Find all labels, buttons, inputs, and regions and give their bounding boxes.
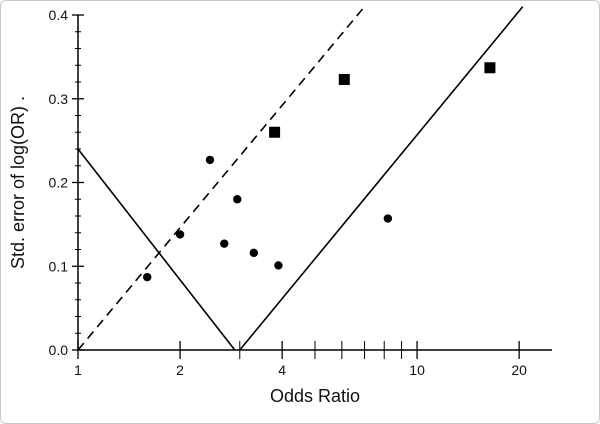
y-tick-label: 0.0: [49, 342, 69, 358]
circle-data-point: [205, 155, 215, 165]
x-axis-title: Odds Ratio: [270, 386, 360, 406]
x-tick-label: 1: [74, 362, 82, 378]
data-points: [143, 62, 496, 282]
circle-data-point: [249, 248, 259, 258]
circle-data-point: [383, 214, 393, 223]
x-tick-label: 20: [511, 362, 527, 378]
x-tick-label: 2: [176, 362, 184, 378]
axes: [77, 15, 552, 351]
y-tick-label: 0.3: [49, 91, 69, 107]
y-tick-label: 0.1: [49, 258, 69, 274]
circle-data-point: [143, 272, 152, 282]
y-tick-label: 0.2: [49, 175, 69, 191]
circle-data-point: [233, 195, 242, 204]
solid-reference-line: [239, 6, 524, 351]
solid-reference-line: [77, 148, 236, 351]
x-tick-label: 4: [278, 362, 286, 378]
circle-data-point: [220, 239, 229, 248]
circle-data-point: [274, 261, 283, 270]
dashed-reference-line: [77, 6, 366, 351]
reference-lines: [77, 6, 524, 351]
square-data-point: [484, 62, 496, 74]
ticks: 0.0 0.1 0.2 0.3 0.4 1 2 4 10 20: [49, 7, 528, 378]
square-data-point: [338, 73, 350, 85]
square-data-point: [269, 126, 281, 138]
y-axis-title: Std. error of log(OR) .: [8, 96, 28, 269]
circle-data-point: [175, 230, 185, 239]
x-tick-label: 10: [409, 362, 425, 378]
y-tick-label: 0.4: [49, 7, 69, 23]
